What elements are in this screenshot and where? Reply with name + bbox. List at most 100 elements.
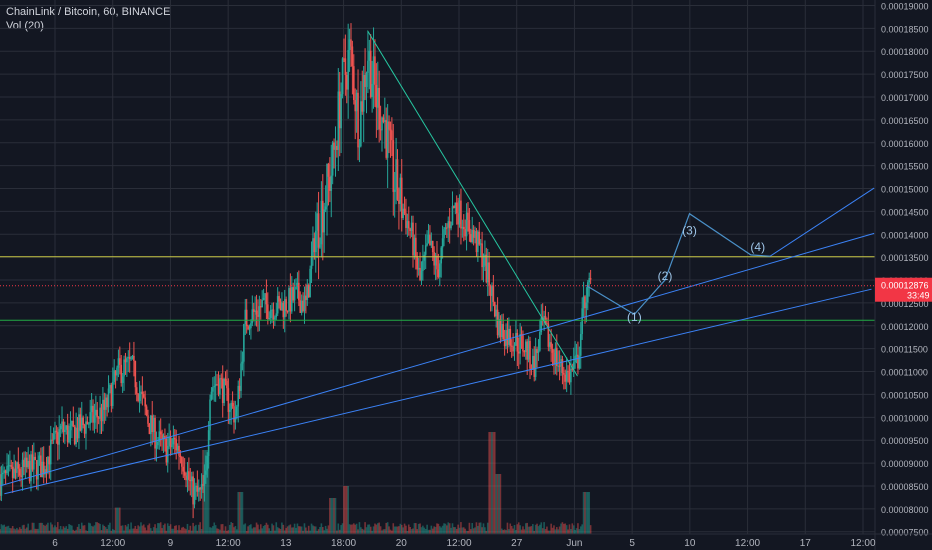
volume-bar xyxy=(117,507,120,534)
candle-body xyxy=(261,299,263,308)
volume-bar xyxy=(58,529,61,534)
candle-body xyxy=(42,461,45,475)
volume-bar xyxy=(128,529,131,534)
candle-body xyxy=(527,340,530,360)
volume-bar xyxy=(454,527,457,534)
candle-body xyxy=(396,159,399,200)
volume-bar xyxy=(154,524,156,534)
candle-body xyxy=(293,289,296,301)
volume-bar xyxy=(478,522,481,534)
candle-body xyxy=(400,177,403,218)
volume-bar xyxy=(491,432,493,534)
candle-body xyxy=(168,436,170,446)
time-axis[interactable]: 6 12:00 9 12:00 13 18:00 20 12:00 27 Jun 5 10 12:00 1… xyxy=(0,533,932,549)
candle-body xyxy=(361,101,364,112)
candle-body xyxy=(378,87,380,130)
volume-bar xyxy=(553,525,555,534)
volume-bar xyxy=(158,523,161,534)
candle-body xyxy=(274,317,276,320)
volume-bar xyxy=(532,524,534,534)
volume-bar xyxy=(547,530,550,534)
volume-bar xyxy=(145,530,148,534)
volume-bar xyxy=(378,522,380,534)
candle-body xyxy=(265,293,268,305)
trendline-descending xyxy=(367,30,578,377)
candle-body xyxy=(365,72,368,87)
price-tick-label: 0.00013500 xyxy=(881,253,929,263)
volume-bar xyxy=(107,524,110,534)
candle-body xyxy=(403,208,406,214)
candle-body xyxy=(145,406,148,416)
candle-body xyxy=(384,120,386,122)
volume-bar xyxy=(23,524,25,534)
volume-bar xyxy=(262,526,265,534)
candle-body xyxy=(113,370,115,382)
volume-bar xyxy=(44,525,46,534)
volume-bar xyxy=(104,527,107,534)
drawing-tools[interactable]: (1) (2) (3) (4) xyxy=(0,30,875,495)
candle-body xyxy=(536,349,538,353)
candle-body xyxy=(543,315,545,321)
candle-body xyxy=(329,176,331,191)
volume-bar xyxy=(324,525,327,534)
candle-body xyxy=(544,315,547,324)
volume-bar xyxy=(216,528,218,534)
candle-body xyxy=(327,163,330,177)
volume-bar xyxy=(214,525,217,534)
volume-bar xyxy=(343,486,345,534)
candle-body xyxy=(424,245,427,255)
volume-bar xyxy=(0,529,1,534)
volume-bar xyxy=(85,530,87,534)
volume-bar xyxy=(121,525,124,534)
volume-bar xyxy=(209,527,211,534)
time-tick-label: 13 xyxy=(280,538,292,549)
time-tick-label: 12:00 xyxy=(850,538,875,549)
volume-bar xyxy=(241,492,244,534)
volume-bar xyxy=(544,529,547,534)
volume-bar xyxy=(438,526,441,534)
volume-bar xyxy=(415,523,417,534)
volume-bar xyxy=(181,527,183,534)
price-tick-label: 0.00010000 xyxy=(881,413,929,423)
candle-body xyxy=(331,142,334,176)
volume-bar xyxy=(423,527,426,534)
candle-body xyxy=(20,475,22,477)
candle-body xyxy=(582,296,585,309)
volume-bar xyxy=(561,522,564,534)
candle-body xyxy=(206,456,209,471)
candle-body xyxy=(354,100,357,112)
volume-bar xyxy=(92,526,94,534)
candle-body xyxy=(321,200,324,233)
volume-bar xyxy=(217,528,220,534)
volume-bar xyxy=(61,529,63,534)
volume-bar xyxy=(195,524,197,534)
volume-bar xyxy=(20,528,22,534)
volume-bar xyxy=(588,492,591,534)
candle-body xyxy=(217,384,220,395)
volume-bar xyxy=(326,528,328,534)
candle-body xyxy=(410,222,413,231)
last-price-marker xyxy=(875,277,932,302)
candle-body xyxy=(234,416,237,423)
candle-body xyxy=(399,177,402,204)
candle-body xyxy=(486,262,489,283)
volume-bar xyxy=(41,522,44,534)
candle-body xyxy=(176,445,179,451)
candle-body xyxy=(506,330,509,345)
candle-body xyxy=(407,221,410,229)
volume-bar xyxy=(515,530,517,534)
volume-bar xyxy=(196,530,199,534)
volume-bar xyxy=(413,523,416,534)
candle-body xyxy=(148,423,151,435)
candle-body xyxy=(478,231,481,245)
wave-label: (1) xyxy=(627,310,642,324)
volume-bar xyxy=(386,522,389,534)
volume-bar xyxy=(164,523,166,534)
volume-bar xyxy=(479,522,482,534)
candle-body xyxy=(200,484,203,490)
time-tick-label: 12:00 xyxy=(100,538,125,549)
candle-body xyxy=(124,359,127,363)
price-axis[interactable]: 0.00019000 0.00018500 0.00018000 0.00017500… xyxy=(874,0,932,550)
volume-bar xyxy=(224,526,227,534)
